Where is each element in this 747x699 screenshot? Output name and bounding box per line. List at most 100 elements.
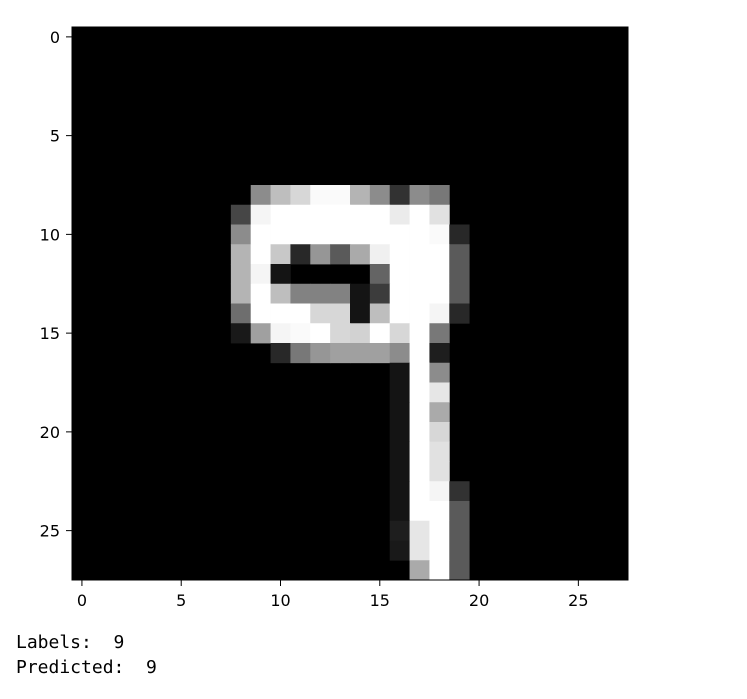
image-pixel (409, 264, 430, 285)
image-pixel (250, 264, 271, 285)
image-pixel (409, 520, 430, 541)
image-pixel (270, 323, 291, 344)
x-tick-label: 25 (568, 591, 588, 610)
image-pixel (409, 244, 430, 265)
image-pixel (330, 224, 351, 245)
image-pixel (369, 204, 391, 225)
image-pixel (350, 185, 371, 206)
image-pixel (429, 283, 450, 304)
x-axis: 0 5 10 15 20 25 (77, 580, 589, 610)
image-pixel (310, 343, 331, 364)
image-pixel (449, 244, 470, 265)
image-pixel (250, 323, 271, 344)
y-tick-label: 25 (40, 522, 60, 541)
image-pixel (409, 422, 430, 443)
image-pixel (270, 204, 291, 225)
image-pixel (290, 283, 311, 304)
image-pixel (350, 303, 371, 324)
image-pixel (250, 185, 271, 206)
axes-frame (71, 26, 629, 581)
image-pixel (409, 441, 430, 462)
image-pixel (350, 283, 371, 304)
image-pixel (310, 204, 331, 225)
image-pixel (389, 264, 410, 285)
x-tick-label: 0 (77, 591, 87, 610)
image-pixel (389, 323, 410, 344)
image-pixel (250, 303, 271, 324)
image-pixel (409, 560, 430, 581)
image-pixel (389, 441, 410, 462)
image-pixel (409, 224, 430, 245)
image-pixel (369, 185, 391, 206)
y-tick-label: 10 (40, 225, 60, 244)
image-pixel (369, 224, 391, 245)
image-pixel (449, 540, 470, 561)
image-pixel (429, 481, 450, 502)
image-pixel (330, 343, 351, 364)
y-tick-label: 20 (40, 423, 60, 442)
image-pixel (389, 481, 410, 502)
image-pixel (409, 540, 430, 561)
image-pixel (290, 224, 311, 245)
image-pixel (389, 501, 410, 522)
image-pixel (409, 382, 430, 403)
image-pixel (270, 185, 291, 206)
image-pixel (429, 323, 450, 344)
image-pixel (330, 204, 351, 225)
image-pixel (230, 283, 252, 304)
image-pixel (389, 244, 410, 265)
x-tick-label: 10 (270, 591, 290, 610)
image-pixel (449, 520, 470, 541)
image-pixel (389, 303, 410, 324)
image-pixel (369, 343, 391, 364)
x-tick-label: 5 (176, 591, 186, 610)
image-pixel (330, 244, 351, 265)
image-pixel (429, 382, 450, 403)
image-pixel (389, 382, 410, 403)
image-pixel (330, 303, 351, 324)
image-pixel (409, 283, 430, 304)
image-pixel (389, 204, 410, 225)
image-pixel (429, 402, 450, 423)
image-pixel (429, 520, 450, 541)
image-pixel (250, 244, 271, 265)
image-pixel (429, 560, 450, 581)
image-pixel (369, 303, 391, 324)
image-pixel (429, 303, 450, 324)
y-tick-label: 15 (40, 324, 60, 343)
image-pixel (230, 264, 252, 285)
image-pixel (449, 560, 470, 581)
image-pixel (409, 303, 430, 324)
image-pixel (290, 204, 311, 225)
image-pixel (389, 362, 410, 383)
predicted-output-text: Predicted: 9 (16, 657, 157, 678)
image-pixel (449, 501, 470, 522)
image-pixel (409, 481, 430, 502)
image-pixel (389, 343, 410, 364)
image-pixel (409, 362, 430, 383)
image-pixel (290, 303, 311, 324)
image-pixel (270, 224, 291, 245)
image-pixel (330, 185, 351, 206)
mnist-digit-image-plot: 0 5 10 15 20 25 0 5 10 15 20 25 (40, 26, 629, 610)
y-tick-label: 5 (50, 127, 60, 146)
image-pixel (389, 224, 410, 245)
image-pixel (389, 422, 410, 443)
image-pixel (429, 185, 450, 206)
image-pixel (250, 204, 271, 225)
image-pixel (290, 244, 311, 265)
image-pixel (290, 323, 311, 344)
image-pixel (350, 204, 371, 225)
image-pixel (449, 224, 470, 245)
image-pixel (409, 323, 430, 344)
image-pixel (389, 185, 410, 206)
image-pixel (389, 520, 410, 541)
image-pixel (290, 343, 311, 364)
image-pixel (429, 343, 450, 364)
image-pixel (429, 224, 450, 245)
image-pixel (350, 244, 371, 265)
image-pixel (310, 283, 331, 304)
image-pixel (429, 204, 450, 225)
image-pixel (230, 244, 252, 265)
image-pixel (389, 461, 410, 482)
